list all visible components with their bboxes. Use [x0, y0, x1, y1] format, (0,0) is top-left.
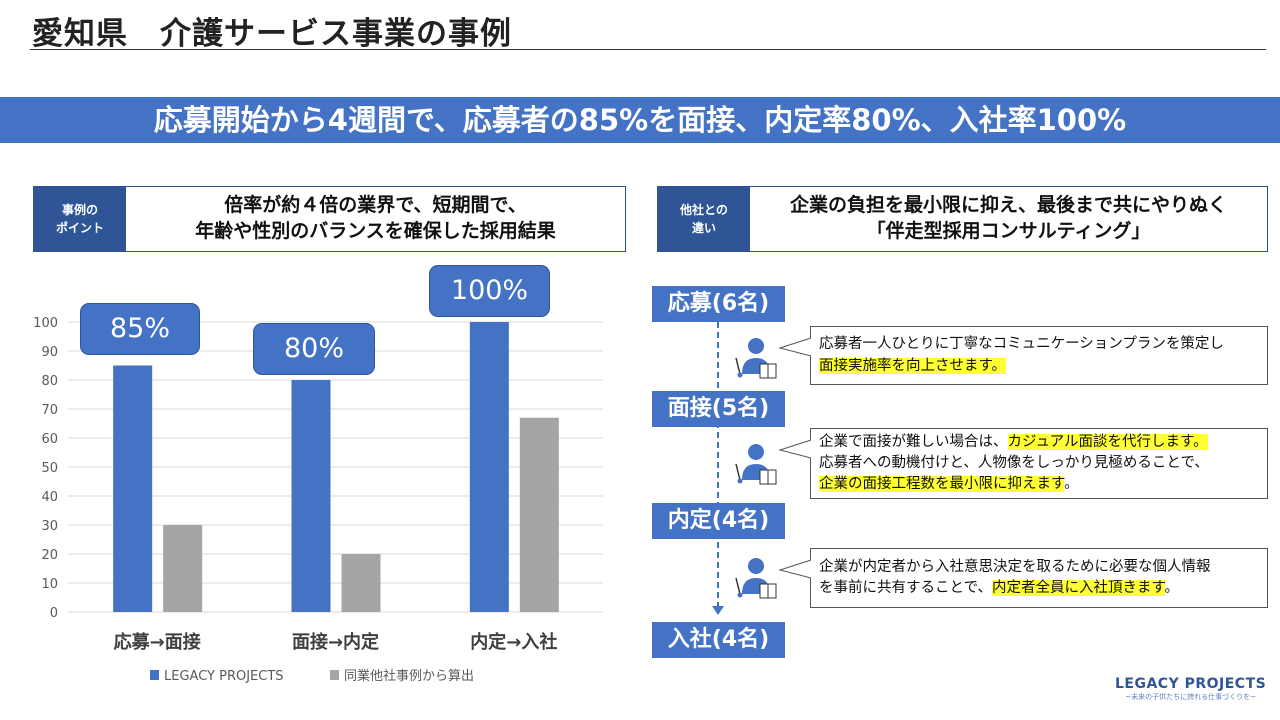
difference-text: 企業の負担を最小限に抑え、最後まで共にやりぬく 「伴走型採用コンサルティング」 — [750, 187, 1267, 251]
y-tick-label: 20 — [41, 548, 58, 563]
bar-competitor — [519, 417, 559, 612]
text-line: 年齢や性別のバランスを確保した採用結果 — [195, 220, 556, 242]
note-text: 応募者一人ひとりに丁寧なコミュニケーションプランを策定し — [819, 336, 1224, 353]
note-highlight: 企業の面接工程数を最小限に抑えます — [819, 476, 1065, 493]
step-join: 入社(4名) — [652, 622, 785, 658]
callout-85: 85% — [80, 303, 200, 355]
y-tick-label: 70 — [41, 403, 58, 418]
label-line: 事例の — [61, 203, 98, 217]
case-point-box: 事例のポイント 倍率が約４倍の業界で、短期間で、年齢や性別のバランスを確保した採… — [33, 186, 626, 252]
y-tick-label: 50 — [41, 461, 58, 476]
y-tick-label: 100 — [33, 316, 58, 331]
text-line: 倍率が約４倍の業界で、短期間で、 — [224, 194, 527, 217]
consultant-icon — [735, 338, 777, 379]
text-line: 企業の負担を最小限に抑え、最後まで共にやりぬく — [789, 194, 1227, 217]
note-highlight: 面接実施率を向上させます。 — [819, 357, 1007, 374]
note-apply: 応募者一人ひとりに丁寧なコミュニケーションプランを策定し 面接実施率を向上させま… — [810, 326, 1268, 385]
note-interview: 企業で面接が難しい場合は、カジュアル面談を代行します。 応募者への動機付けと、人… — [810, 428, 1268, 499]
y-tick-label: 30 — [41, 519, 58, 534]
case-point-text: 倍率が約４倍の業界で、短期間で、年齢や性別のバランスを確保した採用結果 — [126, 187, 625, 251]
bar-legacy — [113, 365, 153, 612]
headline-banner: 応募開始から4週間で、応募者の85%を面接、内定率80%、入社率100% — [0, 97, 1280, 143]
label-line: 他社との — [680, 203, 728, 217]
y-tick-label: 40 — [41, 490, 58, 505]
note-text: 企業が内定者から入社意思決定を取るために必要な個人情報 — [819, 558, 1211, 575]
page-title: 愛知県 介護サービス事業の事例 — [32, 16, 512, 52]
bar-competitor — [341, 554, 381, 612]
x-tick-label: 面接→内定 — [292, 631, 379, 653]
x-tick-label: 応募→面接 — [114, 631, 201, 653]
legacy-projects-logo: LEGACY PROJECTS ~未来の子供たちに誇れる仕事づくりを~ — [1115, 676, 1266, 702]
note-offer: 企業が内定者から入社意思決定を取るために必要な個人情報 を事前に共有することで、… — [810, 548, 1268, 608]
label-line: 違い — [691, 221, 716, 235]
step-interview: 面接(5名) — [652, 391, 785, 427]
bar-legacy — [291, 380, 331, 612]
bar-competitor — [163, 525, 203, 612]
callout-80: 80% — [253, 323, 375, 375]
label-line: ポイント — [55, 221, 104, 235]
note-text: を事前に共有することで、 — [819, 580, 992, 596]
y-tick-label: 10 — [41, 577, 58, 592]
y-tick-label: 90 — [41, 345, 58, 360]
logo-name: LEGACY PROJECTS — [1115, 676, 1267, 692]
case-point-label: 事例の ポイント — [34, 187, 126, 251]
flow-dashed-line — [717, 322, 719, 608]
text-line: 「伴走型採用コンサルティング」 — [866, 220, 1151, 242]
note-text: 。 — [1064, 476, 1079, 493]
title-divider — [30, 49, 1266, 50]
bar-legacy — [469, 322, 509, 612]
y-tick-label: 0 — [50, 606, 58, 621]
logo-tagline: ~未来の子供たちに誇れる仕事づくりを~ — [1125, 693, 1256, 701]
arrow-down-icon — [712, 606, 724, 615]
legend-label: LEGACY PROJECTS — [164, 669, 284, 684]
difference-box: 他社との違い 企業の負担を最小限に抑え、最後まで共にやりぬく 「伴走型採用コンサル… — [657, 186, 1268, 252]
step-offer: 内定(4名) — [652, 503, 785, 539]
speech-pointers — [778, 337, 812, 579]
legend-label: 同業他社事例から算出 — [344, 668, 474, 684]
y-tick-label: 60 — [41, 432, 58, 447]
y-tick-label: 80 — [41, 374, 58, 389]
note-highlight: カジュアル面談を代行します。 — [1007, 433, 1208, 450]
note-text: 企業で面接が難しい場合は、 — [819, 433, 1008, 450]
x-tick-label: 内定→入社 — [470, 631, 557, 653]
consultant-icon — [735, 558, 777, 599]
legend-swatch — [150, 670, 159, 680]
consultant-icon — [735, 444, 777, 485]
legend-swatch — [330, 670, 339, 680]
note-text: 。 — [1164, 580, 1180, 596]
callout-100: 100% — [429, 265, 550, 317]
note-text: 応募者への動機付けと、人物像をしっかり見極めることで、 — [819, 455, 1209, 471]
difference-label: 他社との 違い — [658, 187, 750, 251]
note-highlight: 内定者全員に入社頂きます — [991, 580, 1165, 596]
step-apply: 応募(6名) — [652, 286, 785, 322]
